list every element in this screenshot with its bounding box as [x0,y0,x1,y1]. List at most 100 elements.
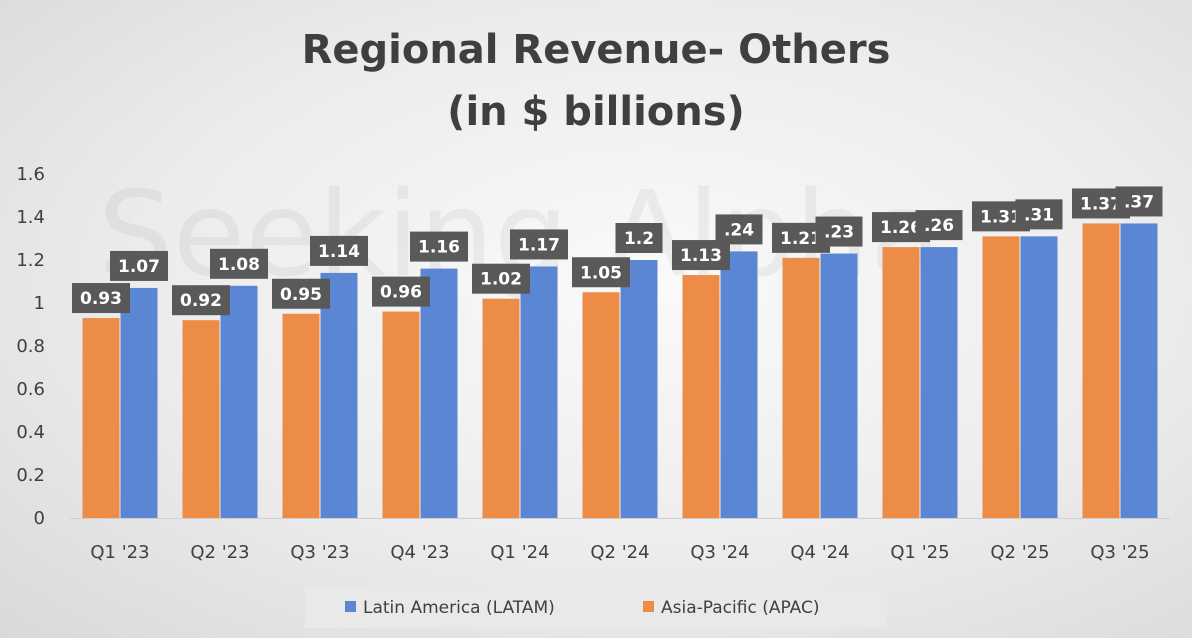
data-label-latam: 1.16 [410,231,468,262]
data-label-text: 1.21 [780,229,822,249]
y-tick-label: 1.2 [16,250,45,271]
y-tick-label: 1 [34,293,45,314]
data-label-box [272,278,330,309]
data-label-box [1115,186,1163,217]
data-labels-group: 0.93 1.07 0.92 1.08 0.95 1.14 0.96 1.16 1.02 1.17… [72,186,1163,316]
data-label-text: 1.14 [318,242,360,262]
data-label-text: .26 [924,216,954,236]
data-label-apac: 1.05 [572,257,630,288]
bar-latam [820,253,858,519]
data-label-box [815,216,863,247]
legend-label: Latin America (LATAM) [363,598,555,618]
legend-label: Asia-Pacific (APAC) [661,598,819,618]
bar-latam [920,247,958,518]
x-tick-label: Q1 '24 [490,542,549,563]
data-label-text: 1.37 [1080,194,1122,214]
data-label-text: .31 [1024,205,1054,225]
bar-apac [382,311,420,518]
data-label-box [1015,199,1063,230]
data-label-latam: 1.14 [310,235,368,266]
data-label-text: 1.07 [118,257,160,277]
bar-apac [882,247,920,518]
y-tick-label: 0.4 [16,422,45,443]
chart-title-line-1: Regional Revenue- Others [302,27,891,73]
data-label-apac: 0.96 [372,276,430,307]
data-label-box [572,257,630,288]
chart-title: Regional Revenue- Others (in $ billions) [302,27,891,135]
data-label-box [110,250,168,281]
data-label-text: 0.93 [80,289,122,309]
data-label-latam: 1.17 [510,229,568,260]
data-label-text: 0.95 [280,285,322,305]
data-label-text: 1.31 [980,207,1022,227]
data-label-latam: .26 [915,210,963,241]
x-tick-label: Q2 '24 [590,542,649,563]
data-label-box [310,235,368,266]
x-tick-label: Q1 '23 [90,542,149,563]
data-label-text: 1.13 [680,246,722,266]
data-label-latam: .31 [1015,199,1063,230]
y-tick-label: 0 [34,508,45,529]
data-label-latam: .24 [715,214,763,245]
bar-latam [320,272,358,518]
bar-apac [82,318,120,518]
data-label-box [510,229,568,260]
data-label-apac: 0.92 [172,285,230,316]
bar-apac [1082,223,1120,518]
x-tick-label: Q2 '23 [190,542,249,563]
bar-apac [582,292,620,518]
data-label-text: .24 [724,220,754,240]
bar-latam [720,251,758,518]
x-tick-label: Q1 '25 [890,542,949,563]
bar-latam [220,285,258,518]
data-label-apac: 0.93 [72,283,130,314]
data-label-text: 1.2 [624,229,654,249]
data-label-text: 1.08 [218,255,260,275]
legend-swatch [345,601,356,612]
bar-latam [120,287,158,518]
y-tick-label: 0.2 [16,465,45,486]
data-label-latam: 1.2 [615,223,663,253]
y-tick-label: 1.6 [16,164,45,185]
bar-apac [982,236,1020,518]
data-label-latam: .23 [815,216,863,247]
data-label-text: 1.16 [418,238,460,258]
chart-title-line-2: (in $ billions) [447,89,745,135]
data-label-box [615,223,663,253]
data-label-text: 0.96 [380,283,422,303]
x-tick-label: Q3 '23 [290,542,349,563]
data-label-latam: 1.07 [110,250,168,281]
x-tick-label: Q3 '25 [1090,542,1149,563]
data-label-apac: 0.95 [272,278,330,309]
data-label-box [372,276,430,307]
data-label-box [172,285,230,316]
bar-apac [282,313,320,518]
data-label-latam: 1.08 [210,248,268,279]
legend-swatch [643,601,654,612]
data-label-latam: .37 [1115,186,1163,217]
bar-latam [420,268,458,518]
y-tick-label: 0.8 [16,336,45,357]
bar-apac [682,275,720,518]
legend-item: Asia-Pacific (APAC) [643,598,819,618]
bar-apac [782,257,820,518]
data-label-text: 1.26 [880,218,922,238]
data-label-apac: 1.02 [472,263,530,294]
data-label-text: 1.17 [518,235,560,255]
data-label-box [915,210,963,241]
x-tick-label: Q3 '24 [690,542,749,563]
data-label-box [472,263,530,294]
legend-background [305,586,887,628]
bar-latam [1120,223,1158,518]
legend: Latin America (LATAM) Asia-Pacific (APAC) [305,586,887,628]
data-label-text: 0.92 [180,291,222,311]
data-label-text: 1.02 [480,270,522,290]
y-tick-label: 1.4 [16,207,45,228]
bar-latam [620,260,658,518]
data-label-box [210,248,268,279]
data-label-box [72,283,130,314]
data-label-box [672,240,730,271]
legend-item: Latin America (LATAM) [345,598,555,618]
